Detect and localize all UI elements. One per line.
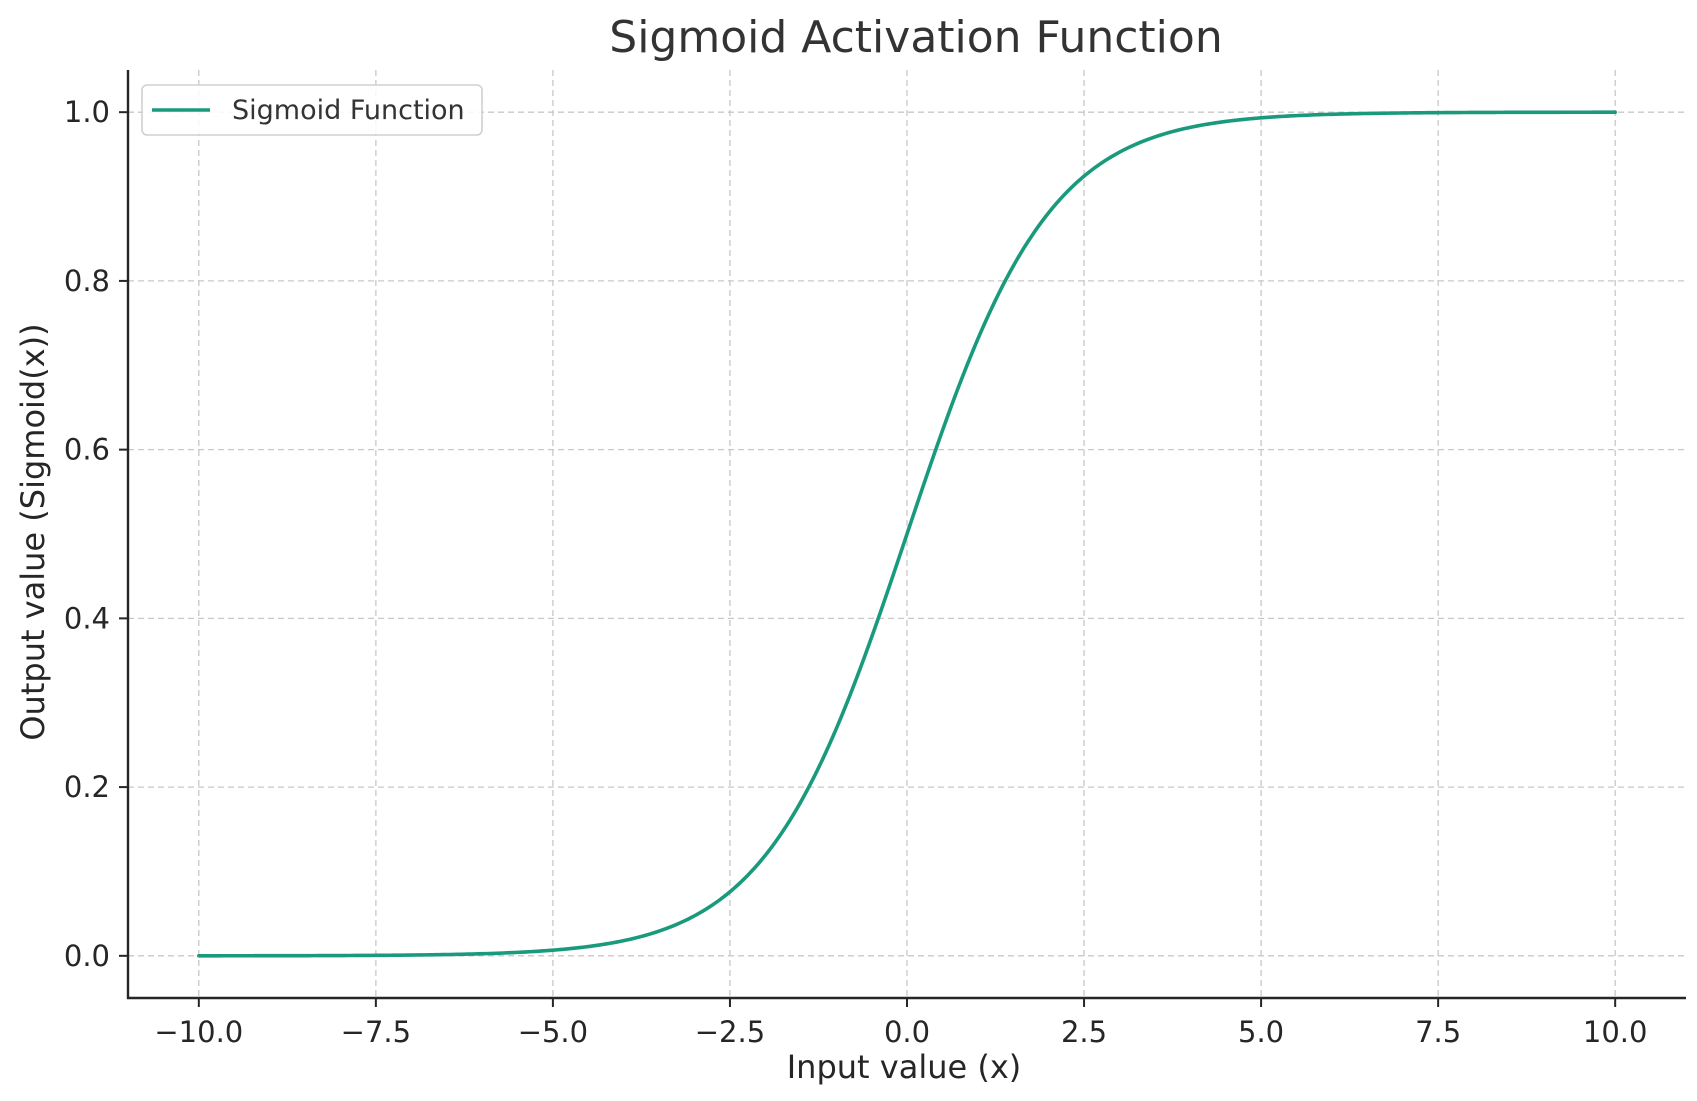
sigmoid-series-line <box>197 110 1617 958</box>
legend-box <box>141 84 483 136</box>
x-axis-label: Input value (x) <box>787 1048 1022 1086</box>
y-tick-label: 0.2 <box>64 770 110 804</box>
y-tick-label: 1.0 <box>64 95 110 129</box>
y-axis-label: Output value (Sigmoid(x)) <box>14 323 52 740</box>
legend-label: Sigmoid Function <box>232 95 465 126</box>
series-layer <box>197 110 1617 958</box>
x-tick-label: −5.0 <box>518 1015 588 1049</box>
x-tick-label: 0.0 <box>884 1015 930 1049</box>
x-tick-label: −10.0 <box>154 1015 243 1049</box>
y-tick-label: 0.0 <box>64 939 110 973</box>
chart-title: Sigmoid Activation Function <box>609 12 1222 63</box>
y-tick-label: 0.4 <box>64 601 110 635</box>
x-tick-label: 2.5 <box>1061 1015 1107 1049</box>
x-axis-ticks: −10.0 −7.5 −5.0 −2.5 0.0 2.5 5.0 7.5 10.0 <box>154 998 1647 1049</box>
y-tick-label: 0.8 <box>64 264 110 298</box>
x-tick-label: 10.0 <box>1583 1015 1648 1049</box>
y-tick-label: 0.6 <box>64 433 110 467</box>
y-axis-ticks: 0.0 0.2 0.4 0.6 0.8 1.0 <box>64 95 128 973</box>
x-tick-label: −2.5 <box>695 1015 765 1049</box>
x-tick-label: −7.5 <box>341 1015 411 1049</box>
x-tick-label: 7.5 <box>1415 1015 1461 1049</box>
legend: Sigmoid Function <box>141 84 483 136</box>
x-tick-label: 5.0 <box>1238 1015 1284 1049</box>
